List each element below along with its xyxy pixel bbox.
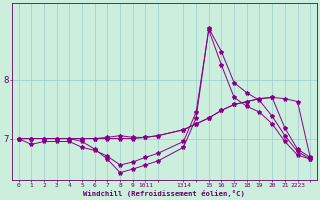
X-axis label: Windchill (Refroidissement éolien,°C): Windchill (Refroidissement éolien,°C) xyxy=(84,190,245,197)
